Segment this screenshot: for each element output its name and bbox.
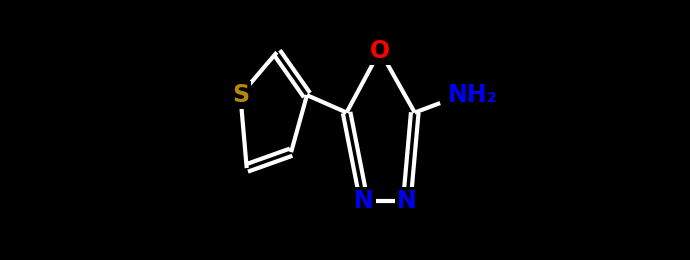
Text: NH₂: NH₂ [448,83,498,107]
Text: N: N [354,189,374,213]
Text: O: O [370,39,390,63]
Text: S: S [232,83,249,107]
Text: N: N [397,189,417,213]
